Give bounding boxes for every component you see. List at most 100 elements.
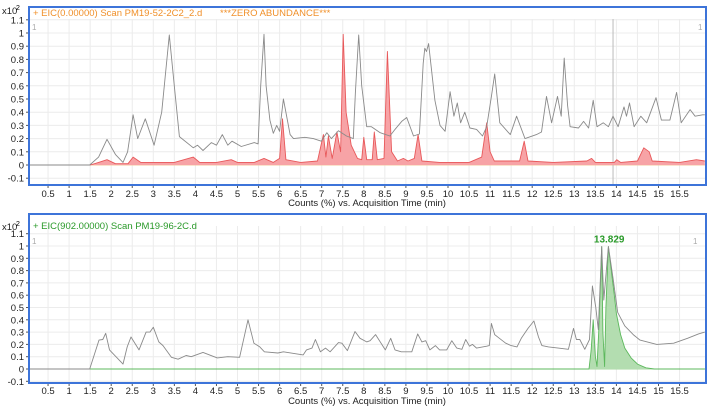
tic-trace [29,246,705,370]
y-tick-label: 0.1 [11,147,24,158]
x-tick-label: 3 [151,386,156,397]
tic-trace [29,33,705,166]
y-tick-label: 0.9 [11,254,24,265]
eic-trace [29,246,705,370]
x-tick-label: 3.5 [168,386,181,397]
x-tick-label: 12.5 [544,189,563,200]
corner-label-left: 1 [32,237,37,246]
x-tick-label: 12 [527,386,538,397]
y-tick-label: 0.8 [11,266,24,277]
x-tick-label: 0.5 [41,189,54,200]
y-tick-label: -0.1 [8,174,24,185]
x-tick-label: 8.5 [378,189,391,200]
x-tick-label: 6.5 [294,189,307,200]
y-multiplier-label: x10 [2,6,17,17]
corner-label-left: 1 [32,23,37,32]
y-tick-label: 0.1 [11,352,24,363]
x-tick-label: 14 [611,386,622,397]
y-tick-label: 1.1 [11,229,24,240]
zero-abundance-annotation: ***ZERO ABUNDANCE*** [220,8,331,19]
x-tick-label: 2 [109,189,114,200]
x-tick-label: 6 [277,386,282,397]
x-tick-label: 8 [361,386,366,397]
y-exponent-label: 2 [16,5,20,12]
y-tick-label: -0.1 [8,377,24,388]
x-tick-label: 14.5 [628,189,647,200]
plot-area[interactable] [26,226,706,386]
corner-label-right: 1 [698,23,703,32]
y-tick-label: 0.2 [11,340,24,351]
y-tick-label: 0.6 [11,291,24,302]
x-tick-label: 15.5 [670,386,689,397]
x-tick-label: 11 [485,386,495,397]
panel-frame [28,213,707,384]
x-tick-label: 8.5 [378,386,391,397]
x-tick-label: 1 [66,189,71,200]
x-tick-label: 6 [277,189,282,200]
y-tick-label: 0.6 [11,81,24,92]
x-tick-label: 11 [485,189,495,200]
x-tick-label: 9 [403,386,408,397]
y-tick-label: 0.8 [11,55,24,66]
x-tick-label: 15 [653,386,664,397]
y-tick-label: 0.2 [11,134,24,145]
x-tick-label: 9.5 [420,386,433,397]
x-tick-label: 0.5 [41,386,54,397]
y-tick-label: 1 [19,242,24,253]
plot-area[interactable] [26,19,706,188]
x-tick-label: 5 [235,386,240,397]
y-tick-label: 1.1 [11,15,24,26]
x-tick-label: 2.5 [126,189,139,200]
x-tick-label: 8 [361,189,366,200]
y-tick-label: 0.5 [11,303,24,314]
series-fill-area [29,34,705,165]
x-tick-label: 2 [109,386,114,397]
x-tick-label: 7 [319,386,324,397]
x-tick-label: 13 [569,386,580,397]
x-tick-label: 1.5 [84,386,97,397]
x-axis-title: Counts (%) vs. Acquisition Time (min) [288,198,446,209]
x-tick-label: 10 [443,189,454,200]
x-tick-label: 6.5 [294,386,307,397]
eic-panel-top[interactable]: x10 2 + EIC(0.00000) Scan PM19-52-2C2_2.… [2,5,707,209]
y-tick-label: 0 [19,161,24,172]
y-tick-label: 0.5 [11,95,24,106]
y-tick-label: 0 [19,365,24,376]
y-tick-label: 1 [19,29,24,40]
x-tick-label: 3.5 [168,189,181,200]
y-tick-label: 0.3 [11,328,24,339]
eic-panel-bottom[interactable]: x10 2 + EIC(902.00000) Scan PM19-96-2C.d… [2,213,707,407]
panel-title: + EIC(0.00000) Scan PM19-52-2C2_2.d [33,8,202,19]
y-tick-label: 0.3 [11,121,24,132]
x-tick-label: 2.5 [126,386,139,397]
x-tick-label: 4 [193,189,198,200]
x-tick-label: 11.5 [502,189,520,200]
x-tick-label: 5 [235,189,240,200]
eic-trace [29,33,705,166]
x-tick-label: 14 [611,189,622,200]
x-tick-label: 7.5 [336,386,349,397]
x-tick-label: 11.5 [502,386,520,397]
x-tick-label: 7 [319,189,324,200]
x-tick-label: 7.5 [336,189,349,200]
x-tick-label: 5.5 [252,189,265,200]
x-tick-label: 4.5 [210,189,223,200]
x-tick-label: 10.5 [460,386,479,397]
x-tick-label: 1.5 [84,189,97,200]
x-tick-label: 10.5 [460,189,479,200]
x-tick-label: 10 [443,386,454,397]
y-tick-label: 0.9 [11,42,24,53]
x-tick-label: 12.5 [544,386,563,397]
x-tick-label: 9 [403,189,408,200]
x-axis-title: Counts (%) vs. Acquisition Time (min) [288,396,446,407]
x-tick-label: 4.5 [210,386,223,397]
y-tick-label: 0.4 [11,315,24,326]
x-tick-label: 15 [653,189,664,200]
corner-label-right: 1 [693,237,698,246]
y-multiplier-label: x10 [2,222,17,233]
x-tick-label: 9.5 [420,189,433,200]
y-tick-label: 0.4 [11,108,24,119]
y-exponent-label: 2 [16,221,20,228]
x-tick-label: 14.5 [628,386,647,397]
